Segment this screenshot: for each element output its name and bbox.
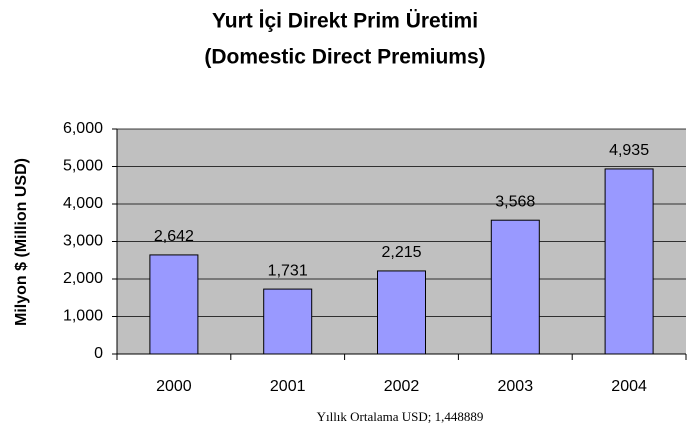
x-tick-label: 2002 <box>384 378 420 395</box>
value-label: 4,935 <box>609 142 649 159</box>
y-tick-label: 2,000 <box>63 270 103 287</box>
x-axis-label: Yıllık Ortalama USD; 1,448889 <box>317 409 484 424</box>
y-tick-label: 1,000 <box>63 308 103 325</box>
y-axis-label: Milyon $ (Million USD) <box>13 158 30 326</box>
y-tick-label: 3,000 <box>63 233 103 250</box>
x-tick-label: 2004 <box>611 378 647 395</box>
bar <box>490 219 540 355</box>
value-label: 2,215 <box>381 244 421 261</box>
value-label: 1,731 <box>268 262 308 279</box>
chart-title: Yurt İçi Direkt Prim Üretimi <box>212 10 478 33</box>
bar <box>263 288 313 355</box>
y-tick-label: 5,000 <box>63 158 103 175</box>
bar <box>604 168 654 355</box>
bar <box>377 270 426 355</box>
x-tick-label: 2003 <box>498 378 534 395</box>
y-tick-label: 4,000 <box>63 195 103 212</box>
chart-subtitle: (Domestic Direct Premiums) <box>204 46 485 69</box>
value-label: 3,568 <box>495 193 535 210</box>
value-label: 2,642 <box>154 228 194 245</box>
y-tick-label: 0 <box>94 345 103 362</box>
y-tick-label: 6,000 <box>63 120 103 137</box>
x-tick-label: 2000 <box>156 378 192 395</box>
x-tick-label: 2001 <box>270 378 306 395</box>
bar <box>149 254 199 355</box>
